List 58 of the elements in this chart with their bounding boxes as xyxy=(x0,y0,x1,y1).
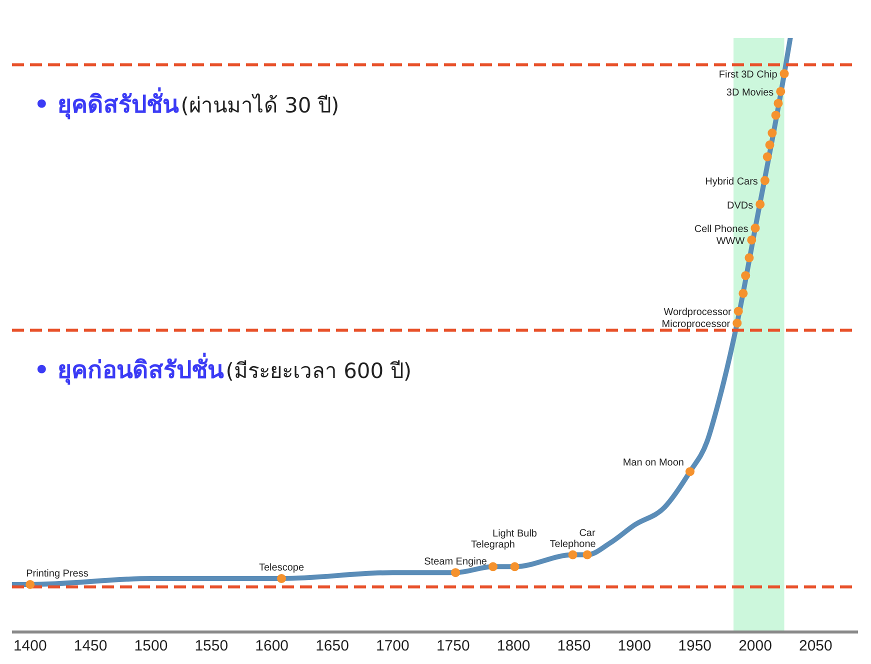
annotation: (ผ่านมาได้ 30 ปี) xyxy=(180,94,340,118)
annotation: Car xyxy=(579,528,596,539)
annotation: Cell Phones xyxy=(694,224,748,236)
point xyxy=(26,580,35,589)
annotation: Printing Press xyxy=(26,568,88,580)
point xyxy=(765,140,774,150)
annotation: Hybrid Cars xyxy=(705,176,758,188)
point xyxy=(568,550,578,560)
point xyxy=(744,253,754,262)
x-tick-label: 2000 xyxy=(738,638,772,655)
annotation: First 3D Chip xyxy=(718,70,778,81)
x-tick-label: 1850 xyxy=(557,638,591,655)
point xyxy=(750,224,760,233)
point xyxy=(582,550,592,560)
point xyxy=(451,568,460,578)
annotation: Wordprocessor xyxy=(664,307,732,318)
point xyxy=(760,176,770,186)
x-tick-label: 1400 xyxy=(13,638,47,655)
point xyxy=(276,574,286,584)
point xyxy=(762,152,772,162)
point xyxy=(732,318,742,328)
annotation: DVDs xyxy=(726,200,754,212)
point xyxy=(488,562,498,572)
x-tick-label: 1950 xyxy=(678,638,712,655)
x-tick-label: 1900 xyxy=(618,638,652,655)
x-tick-label: 1450 xyxy=(74,638,108,655)
annotation: (มีระยะเวลา 600 ปี) xyxy=(226,359,412,384)
x-tick-label: 1650 xyxy=(316,638,349,655)
annotation: Steam Engine xyxy=(424,556,488,568)
x-tick-label: 1500 xyxy=(134,638,168,655)
point xyxy=(756,200,765,209)
point xyxy=(780,69,789,78)
annotation: 3D Movies xyxy=(726,87,774,98)
annotation: Light Bulb xyxy=(492,528,538,540)
point xyxy=(747,235,756,244)
x-tick-label: 2050 xyxy=(799,638,832,655)
annotation: • ยุคดิสรัปชั่น xyxy=(34,86,180,121)
x-tick-label: 1750 xyxy=(436,638,470,655)
point xyxy=(771,110,780,120)
annotation: Man on Moon xyxy=(622,458,684,469)
point xyxy=(734,306,743,316)
point xyxy=(768,128,777,138)
annotation: • ยุคก่อนดิสรัปชั่น xyxy=(34,352,225,386)
x-tick-label: 1800 xyxy=(496,638,530,655)
point xyxy=(774,98,783,108)
annotation: Telegraph xyxy=(471,540,515,551)
x-tick-label: 1700 xyxy=(376,638,410,655)
annotation: WWW xyxy=(716,236,746,247)
x-tick-label: 1600 xyxy=(255,638,289,655)
x-tick-label: 1550 xyxy=(194,638,228,655)
point xyxy=(510,562,520,572)
annotation: Telephone xyxy=(550,538,596,550)
point xyxy=(685,467,695,476)
point xyxy=(738,288,748,298)
annotation: Telescope xyxy=(258,562,304,574)
annotation: Microprocessor xyxy=(662,319,731,330)
point xyxy=(776,86,786,96)
point xyxy=(741,271,750,280)
